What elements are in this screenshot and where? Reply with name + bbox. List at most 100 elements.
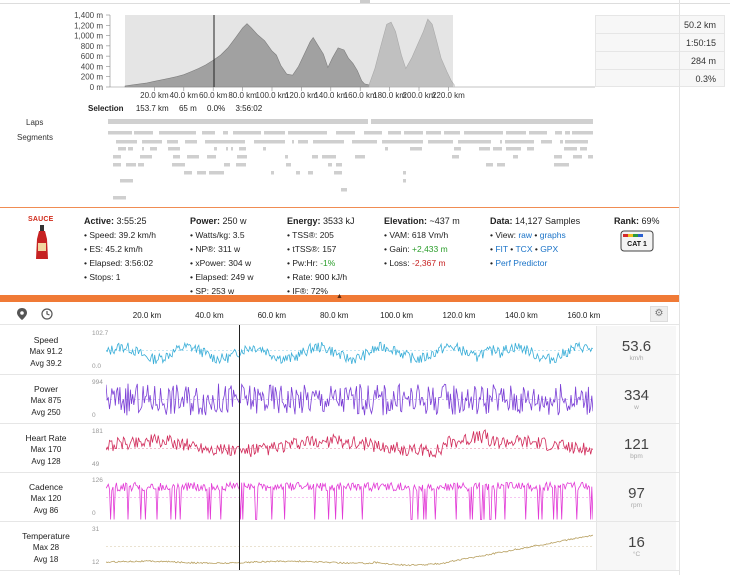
segment-bar[interactable] xyxy=(207,155,216,159)
segment-bar[interactable] xyxy=(231,147,233,151)
segment-bar[interactable] xyxy=(403,179,406,183)
collapse-bar[interactable]: ▲ xyxy=(0,293,679,302)
segment-bar[interactable] xyxy=(564,147,577,151)
stream-heart-rate[interactable]: Heart Rate Max 170 Avg 128 181 49 121 bpm xyxy=(0,424,679,473)
top-drag-handle[interactable] xyxy=(360,0,370,3)
segment-bar[interactable] xyxy=(288,131,327,135)
segment-bar[interactable] xyxy=(444,131,460,135)
segment-bar[interactable] xyxy=(364,131,382,135)
segment-bar[interactable] xyxy=(458,140,491,144)
segment-bar[interactable] xyxy=(428,140,453,144)
segment-bar[interactable] xyxy=(580,147,587,151)
segment-bar[interactable] xyxy=(118,147,126,151)
segment-bar[interactable] xyxy=(336,163,342,167)
gear-icon[interactable]: ⚙ xyxy=(650,306,668,322)
segment-bar[interactable] xyxy=(560,140,563,144)
segment-bar[interactable] xyxy=(292,140,294,144)
segment-bar[interactable] xyxy=(184,171,192,175)
segment-bar[interactable] xyxy=(113,155,121,159)
segment-bar[interactable] xyxy=(403,171,406,175)
segment-bar[interactable] xyxy=(209,171,224,175)
stream-speed[interactable]: Speed Max 91.2 Avg 39.2 102.7 0.0 53.6 km/h xyxy=(0,326,679,375)
segment-bar[interactable] xyxy=(286,163,291,167)
segment-bar[interactable] xyxy=(138,163,144,167)
stream-plot[interactable] xyxy=(106,424,593,473)
segment-bar[interactable] xyxy=(167,140,178,144)
clock-icon[interactable] xyxy=(40,308,54,322)
segment-bar[interactable] xyxy=(173,155,180,159)
segment-bar[interactable] xyxy=(285,155,288,159)
segment-bar[interactable] xyxy=(355,155,365,159)
segment-bar[interactable] xyxy=(296,171,300,175)
segment-bar[interactable] xyxy=(410,147,422,151)
segment-bar[interactable] xyxy=(588,155,593,159)
segment-bar[interactable] xyxy=(555,131,562,135)
segment-bar[interactable] xyxy=(233,131,261,135)
stream-plot[interactable] xyxy=(106,375,593,424)
segment-bar[interactable] xyxy=(506,147,521,151)
segment-bar[interactable] xyxy=(116,140,137,144)
stream-plot[interactable] xyxy=(106,326,593,375)
segment-bar[interactable] xyxy=(140,155,152,159)
segment-bar[interactable] xyxy=(264,131,285,135)
segment-bar[interactable] xyxy=(223,131,228,135)
segment-bar[interactable] xyxy=(172,163,185,167)
segment-bar[interactable] xyxy=(214,147,217,151)
segment-bar[interactable] xyxy=(108,131,132,135)
perf-predictor-link[interactable]: Perf Predictor xyxy=(495,258,548,268)
view-raw-link[interactable]: raw xyxy=(518,230,533,240)
segment-bar[interactable] xyxy=(313,140,344,144)
segment-bar[interactable] xyxy=(308,171,313,175)
export-gpx-link[interactable]: GPX xyxy=(540,244,559,254)
segment-bar[interactable] xyxy=(341,188,347,192)
segment-bar[interactable] xyxy=(254,140,285,144)
segment-bar[interactable] xyxy=(529,131,547,135)
segment-bar[interactable] xyxy=(328,163,332,167)
stream-temperature[interactable]: Temperature Max 28 Avg 18 31 12 16 °C xyxy=(0,522,679,571)
segment-bar[interactable] xyxy=(506,131,526,135)
lap-bar[interactable] xyxy=(108,119,368,124)
segment-bar[interactable] xyxy=(464,131,503,135)
segment-bar[interactable] xyxy=(493,147,502,151)
segment-bar[interactable] xyxy=(142,140,162,144)
segment-bar[interactable] xyxy=(120,179,133,183)
segment-bar[interactable] xyxy=(505,140,534,144)
cat1-badge-icon[interactable]: CAT 1 xyxy=(620,230,654,252)
stream-plot[interactable] xyxy=(106,522,593,571)
segment-bar[interactable] xyxy=(554,163,569,167)
segment-bar[interactable] xyxy=(312,155,318,159)
stream-power[interactable]: Power Max 875 Avg 250 994 0 334 w xyxy=(0,375,679,424)
segment-bar[interactable] xyxy=(454,147,461,151)
segment-bar[interactable] xyxy=(113,163,121,167)
segment-bar[interactable] xyxy=(426,131,441,135)
segment-bar[interactable] xyxy=(479,147,490,151)
segment-bar[interactable] xyxy=(500,140,502,144)
stream-cadence[interactable]: Cadence Max 120 Avg 86 126 0 97 rpm xyxy=(0,473,679,522)
segment-bar[interactable] xyxy=(573,155,582,159)
lap-bar[interactable] xyxy=(371,119,593,124)
segment-bar[interactable] xyxy=(513,155,518,159)
segment-bar[interactable] xyxy=(128,147,133,151)
segment-bar[interactable] xyxy=(239,147,246,151)
segment-bar[interactable] xyxy=(352,140,377,144)
segment-bar[interactable] xyxy=(486,163,493,167)
segment-bar[interactable] xyxy=(224,163,230,167)
segment-bar[interactable] xyxy=(572,131,593,135)
segment-bar[interactable] xyxy=(168,147,180,151)
laps-segments-track[interactable] xyxy=(0,115,730,205)
segment-bar[interactable] xyxy=(205,140,245,144)
segment-bar[interactable] xyxy=(385,147,388,151)
segment-bar[interactable] xyxy=(565,140,588,144)
segment-bar[interactable] xyxy=(197,171,206,175)
segment-bar[interactable] xyxy=(113,196,126,200)
chevron-up-icon[interactable]: ▲ xyxy=(336,293,343,300)
segment-bar[interactable] xyxy=(388,131,401,135)
elevation-selection-overlay[interactable] xyxy=(125,15,453,87)
segment-bar[interactable] xyxy=(322,155,336,159)
map-pin-icon[interactable] xyxy=(15,308,29,322)
segment-bar[interactable] xyxy=(263,147,266,151)
segment-bar[interactable] xyxy=(236,163,246,167)
segment-bar[interactable] xyxy=(527,147,534,151)
segment-bar[interactable] xyxy=(159,131,196,135)
